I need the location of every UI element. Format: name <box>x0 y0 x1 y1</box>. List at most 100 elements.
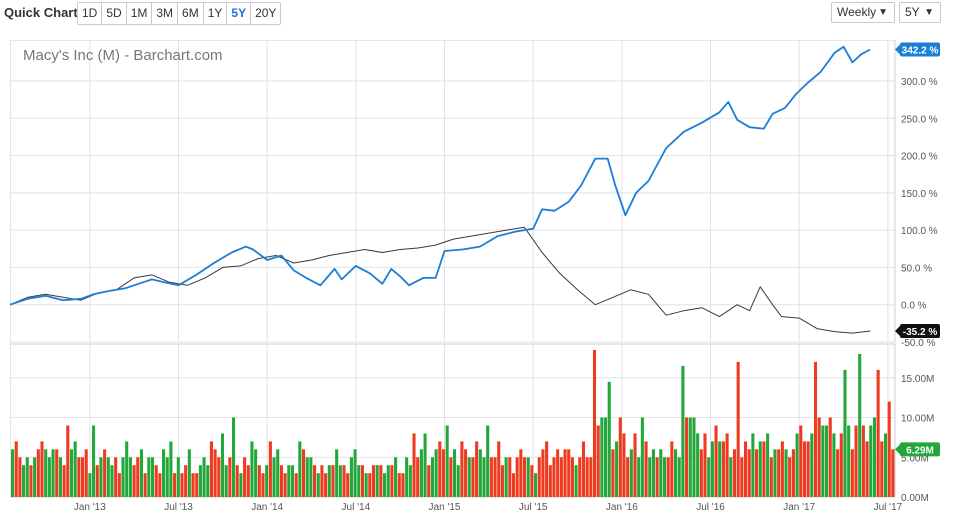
volume-bar <box>813 361 818 497</box>
volume-bar <box>574 465 578 497</box>
volume-bar <box>445 425 449 497</box>
volume-y-tick-label: 15.00M <box>901 374 934 385</box>
volume-bar <box>165 457 169 497</box>
volume-bar <box>648 457 652 497</box>
volume-bar <box>869 425 873 497</box>
volume-bar <box>788 457 792 497</box>
period-select[interactable]: 5Y ▼ <box>899 2 941 23</box>
volume-bar <box>294 473 298 497</box>
interval-select[interactable]: Weekly ▼ <box>831 2 895 23</box>
range-button-1y[interactable]: 1Y <box>203 3 228 24</box>
volume-bar <box>755 449 759 497</box>
x-tick-label: Jan '13 <box>74 502 106 510</box>
range-button-1d[interactable]: 1D <box>78 3 103 24</box>
volume-bar <box>62 465 66 497</box>
volume-bar <box>769 457 773 497</box>
volume-bar <box>847 425 851 497</box>
range-button-5y[interactable]: 5Y <box>227 3 252 24</box>
range-button-6m[interactable]: 6M <box>178 3 204 24</box>
x-tick-label: Jul '15 <box>519 502 548 510</box>
volume-bar <box>699 449 703 497</box>
volume-bar <box>493 457 497 497</box>
volume-bar <box>228 457 232 497</box>
volume-bar <box>110 465 114 497</box>
volume-bar <box>47 457 51 497</box>
volume-bar <box>762 441 766 497</box>
volume-bar <box>11 449 15 497</box>
range-button-5d[interactable]: 5D <box>102 3 127 24</box>
volume-bar <box>629 449 633 497</box>
volume-bar <box>206 465 210 497</box>
volume-bar <box>662 457 667 497</box>
range-button-3m[interactable]: 3M <box>152 3 179 24</box>
volume-bar <box>419 449 423 497</box>
volume-bar <box>453 449 457 497</box>
x-tick-label: Jul '17 <box>874 502 903 510</box>
volume-bar <box>585 457 589 497</box>
volume-bar <box>405 457 409 497</box>
range-button-1m[interactable]: 1M <box>126 3 153 24</box>
volume-bar <box>187 449 191 497</box>
volume-bar <box>703 433 707 497</box>
volume-bar <box>659 449 663 497</box>
price-panel-border <box>9 39 896 343</box>
volume-bar <box>305 457 309 497</box>
x-tick-label: Jan '16 <box>606 502 638 510</box>
volume-bar <box>795 433 799 497</box>
benchmark-last-value-badge: -35.2 % <box>903 327 938 338</box>
volume-bar <box>169 441 173 497</box>
price-volume-chart[interactable]: Jan '13 Jul '13 Jan '14 Jul '14 Jan '15 Jul '… <box>9 39 956 513</box>
volume-bar <box>250 441 254 497</box>
volume-bar <box>331 465 335 497</box>
volume-bar <box>736 361 740 497</box>
volume-bar <box>66 425 70 497</box>
volume-bar <box>449 457 453 497</box>
volume-bar <box>383 473 387 497</box>
volume-bar <box>162 449 166 497</box>
volume-bar <box>213 449 217 497</box>
volume-last-value-badge: 6.29M <box>906 445 934 456</box>
volume-bar <box>651 449 655 497</box>
volume-bar <box>777 449 781 497</box>
volume-bar <box>438 441 442 497</box>
volume-bar <box>283 473 287 497</box>
volume-bar <box>530 465 534 497</box>
volume-bar <box>441 449 446 497</box>
range-button-20y[interactable]: 20Y <box>251 3 281 24</box>
volume-bar <box>290 465 295 497</box>
volume-bar <box>475 441 479 497</box>
chart-area[interactable]: Jan '13 Jul '13 Jan '14 Jul '14 Jan '15 Jul '… <box>9 39 940 513</box>
volume-bar <box>780 441 784 497</box>
volume-bar <box>36 449 40 497</box>
volume-bar <box>548 465 552 497</box>
price-y-tick-label: 300.0 % <box>901 77 938 88</box>
volume-bar <box>537 457 541 497</box>
volume-bar <box>176 457 180 497</box>
volume-bar <box>806 441 810 497</box>
volume-bar <box>73 441 77 497</box>
volume-bar <box>401 473 405 497</box>
volume-bar <box>121 457 125 497</box>
x-tick-label: Jul '16 <box>696 502 725 510</box>
volume-bar <box>309 457 313 497</box>
volume-bar <box>139 449 143 497</box>
volume-bar <box>545 441 549 497</box>
volume-bar <box>143 473 147 497</box>
volume-bar <box>261 473 265 497</box>
volume-bar <box>235 465 239 497</box>
period-select-value: 5Y <box>905 5 920 19</box>
volume-bar <box>758 441 762 497</box>
chart-title: Macy's Inc (M) - Barchart.com <box>23 47 223 64</box>
volume-bar <box>747 449 751 497</box>
volume-bar <box>688 417 692 497</box>
volume-bar <box>368 473 372 497</box>
x-tick-label: Jan '17 <box>783 502 815 510</box>
volume-bar <box>125 441 129 497</box>
volume-bar <box>821 425 825 497</box>
volume-bar <box>843 369 847 497</box>
volume-bar <box>607 381 611 497</box>
volume-bar <box>268 441 272 497</box>
volume-bar <box>515 457 519 497</box>
volume-bar <box>766 433 770 497</box>
benchmark-last-value-badge-pointer <box>895 325 900 336</box>
